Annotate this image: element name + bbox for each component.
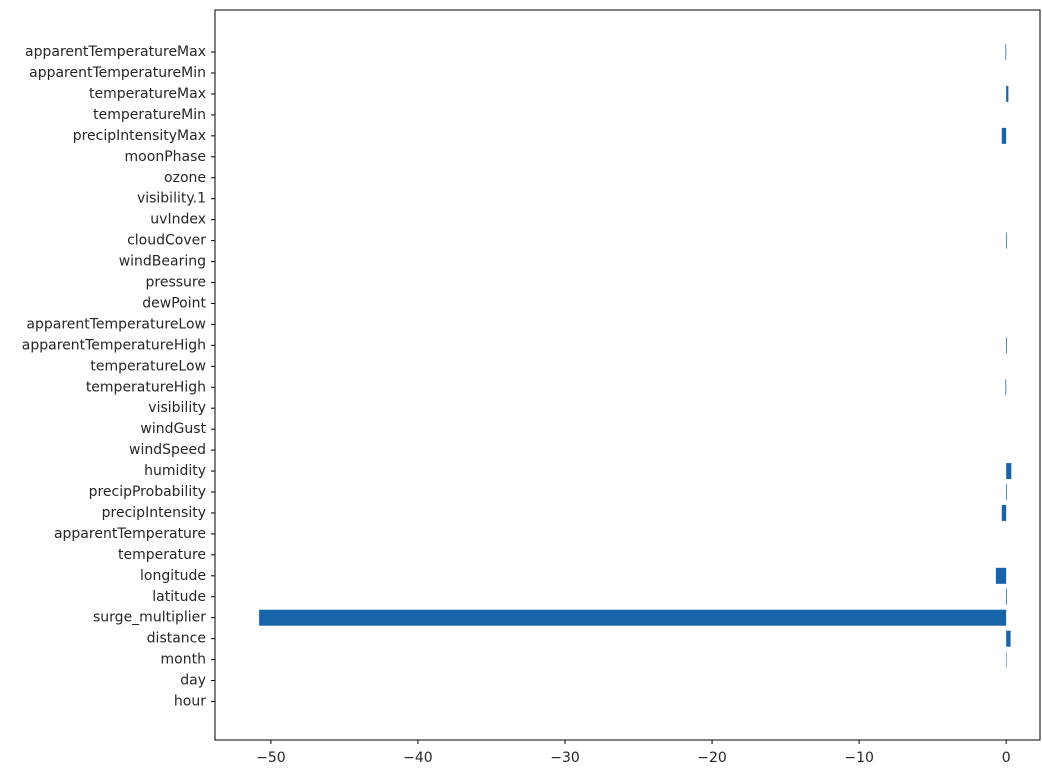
y-tick-label: temperatureMin bbox=[93, 107, 206, 123]
bar-precipIntensity bbox=[1001, 504, 1007, 521]
y-tick-label: apparentTemperatureMin bbox=[29, 65, 206, 81]
y-tick-label: cloudCover bbox=[127, 233, 206, 249]
y-tick-label: temperatureLow bbox=[90, 358, 206, 374]
plot-frame bbox=[214, 9, 1041, 741]
x-tick-label: 0 bbox=[1002, 750, 1011, 766]
y-tick-label: moonPhase bbox=[125, 149, 206, 165]
y-tick-label: longitude bbox=[140, 568, 206, 584]
x-tick-label: −30 bbox=[550, 750, 580, 766]
y-tick-label: apparentTemperatureMax bbox=[25, 44, 206, 60]
x-tick-label: −20 bbox=[697, 750, 727, 766]
y-tick-label: temperatureHigh bbox=[86, 379, 206, 395]
y-tick-label: apparentTemperatureHigh bbox=[22, 337, 206, 353]
bar-longitude bbox=[995, 567, 1007, 584]
y-tick-label: hour bbox=[174, 694, 206, 710]
y-tick-label: day bbox=[180, 673, 206, 689]
y-tick-label: distance bbox=[147, 631, 206, 647]
y-tick-label: apparentTemperature bbox=[54, 526, 206, 542]
y-tick-label: temperatureMax bbox=[89, 86, 206, 102]
y-tick-label: precipIntensityMax bbox=[73, 128, 206, 144]
y-tick-label: apparentTemperatureLow bbox=[26, 316, 206, 332]
y-tick-label: latitude bbox=[152, 589, 206, 605]
y-tick-label: precipProbability bbox=[89, 484, 206, 500]
x-tick-label: −40 bbox=[403, 750, 433, 766]
x-axis-ticks: −50 −40 −30 −20 −10 0 bbox=[256, 740, 1011, 766]
x-tick-label: −10 bbox=[844, 750, 874, 766]
y-tick-label: ozone bbox=[164, 170, 206, 186]
y-tick-label: surge_multiplier bbox=[93, 610, 206, 626]
y-tick-label: dewPoint bbox=[142, 295, 206, 311]
bar-humidity bbox=[1006, 463, 1012, 480]
y-tick-label: pressure bbox=[146, 275, 206, 291]
bar-temperatureHigh bbox=[1005, 379, 1007, 396]
x-tick-label: −50 bbox=[256, 750, 286, 766]
y-tick-label: uvIndex bbox=[150, 212, 206, 228]
bar-surge_multiplier bbox=[259, 609, 1007, 626]
y-tick-label: humidity bbox=[144, 463, 206, 479]
bar-precipIntensityMax bbox=[1001, 127, 1007, 144]
y-tick-label: windBearing bbox=[119, 254, 206, 270]
bar-precipProbability bbox=[1006, 484, 1007, 500]
y-tick-label: temperature bbox=[118, 547, 206, 563]
y-tick-label: windSpeed bbox=[129, 442, 206, 458]
y-tick-label: precipIntensity bbox=[102, 505, 206, 521]
y-axis-ticks: hour day month distance surge_multiplier lati… bbox=[22, 44, 215, 710]
y-tick-label: visibility.1 bbox=[137, 191, 206, 207]
bar-cloudCover bbox=[1006, 232, 1007, 249]
bars-group bbox=[259, 44, 1012, 668]
bar-temperatureMax bbox=[1006, 85, 1009, 102]
bar-latitude bbox=[1006, 588, 1007, 605]
y-tick-label: month bbox=[161, 652, 206, 668]
bar-apparentTemperatureHigh bbox=[1006, 337, 1007, 354]
y-tick-label: visibility bbox=[148, 400, 206, 416]
bar-apparentTemperatureMax bbox=[1005, 44, 1007, 61]
y-tick-label: windGust bbox=[140, 421, 206, 437]
bar-distance bbox=[1006, 630, 1011, 647]
